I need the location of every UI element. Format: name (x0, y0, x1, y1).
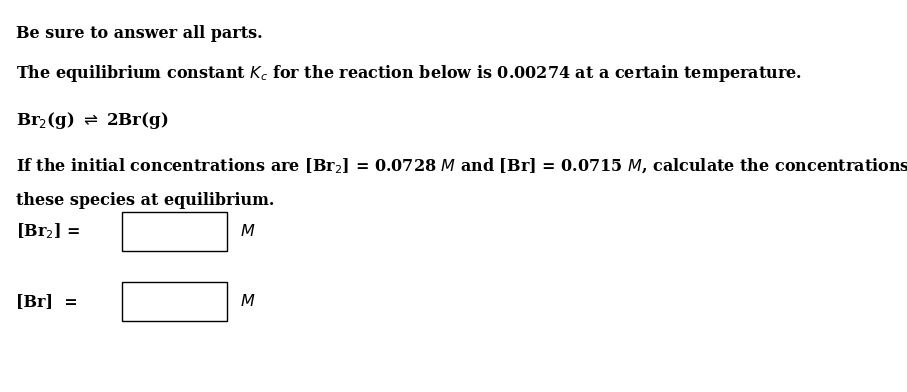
Text: [Br]  =: [Br] = (16, 293, 78, 310)
Text: The equilibrium constant $\mathit{K}_\mathit{c}$ for the reaction below is 0.002: The equilibrium constant $\mathit{K}_\ma… (16, 63, 803, 84)
Text: Br$_2$(g) $\rightleftharpoons$ 2Br(g): Br$_2$(g) $\rightleftharpoons$ 2Br(g) (16, 110, 169, 131)
Text: If the initial concentrations are [Br$_2$] = 0.0728 $\mathit{M}$ and [Br] = 0.07: If the initial concentrations are [Br$_2… (16, 157, 907, 176)
FancyBboxPatch shape (122, 212, 227, 251)
Text: Be sure to answer all parts.: Be sure to answer all parts. (16, 25, 263, 42)
Text: these species at equilibrium.: these species at equilibrium. (16, 192, 275, 209)
Text: $\mathit{M}$: $\mathit{M}$ (240, 293, 256, 310)
Text: [Br$_2$] =: [Br$_2$] = (16, 221, 81, 241)
Text: $\mathit{M}$: $\mathit{M}$ (240, 223, 256, 240)
FancyBboxPatch shape (122, 282, 227, 321)
